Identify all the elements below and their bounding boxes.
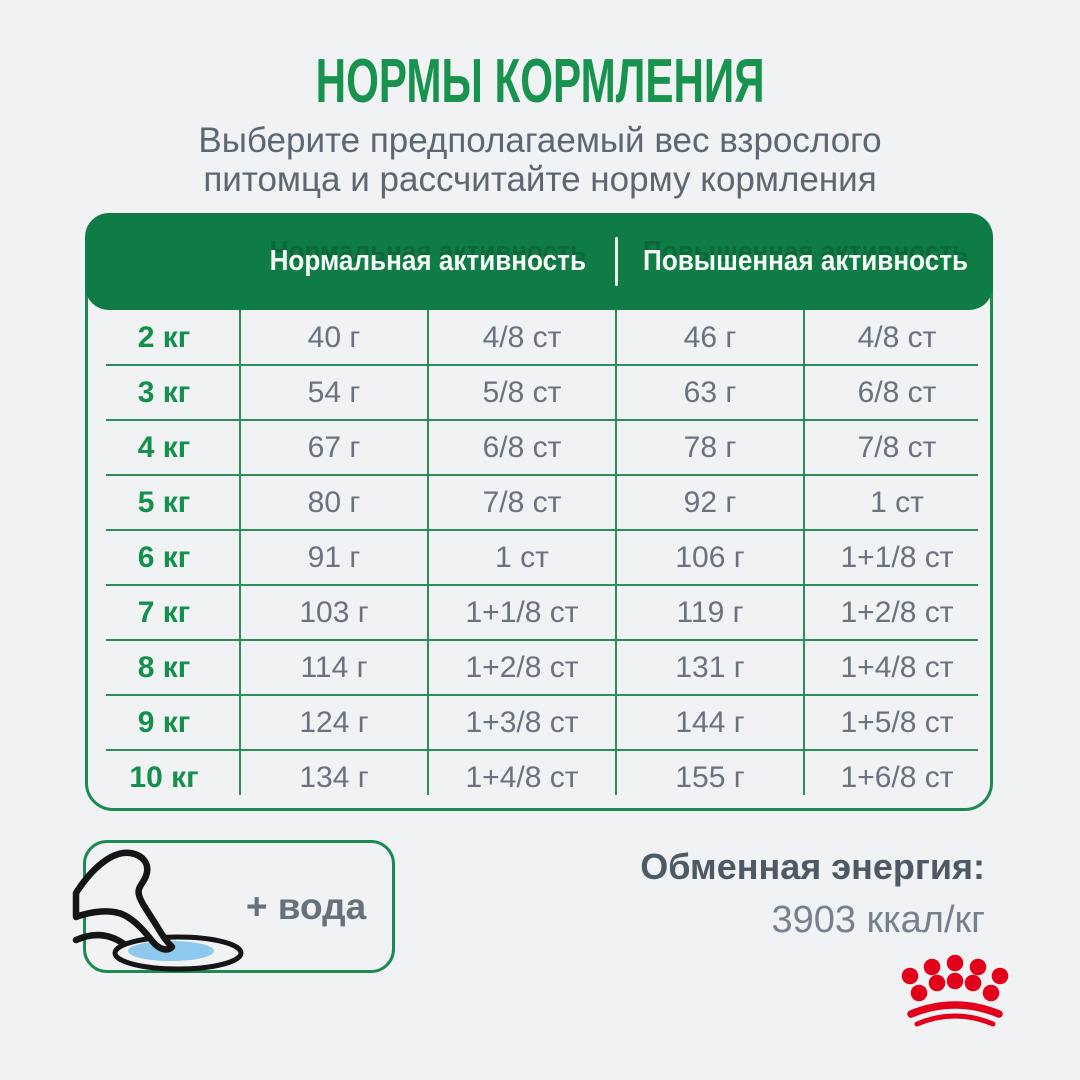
normal-grams-cell: 114 г: [239, 640, 428, 695]
table-row: 9 кг 124 г 1+3/8 ст 144 г 1+5/8 ст: [88, 694, 990, 750]
energy-info: Обменная энергия: 3903 ккал/кг: [640, 846, 985, 942]
water-label: + вода: [245, 885, 367, 927]
weight-cell: 3 кг: [137, 375, 191, 409]
normal-grams-cell: 40 г: [239, 310, 428, 365]
high-cups-cell: 4/8 ст: [803, 310, 990, 365]
high-cups-cell: 1+4/8 ст: [803, 640, 990, 695]
weight-cell: 10 кг: [129, 760, 199, 794]
normal-cups-cell: 1 ст: [427, 530, 616, 585]
high-cups-cell: 1+6/8 ст: [803, 750, 990, 805]
table-row: 4 кг 67 г 6/8 ст 78 г 7/8 ст: [88, 419, 990, 475]
royal-canin-crown-icon: [901, 954, 1009, 1027]
pet-drinking-icon: [72, 849, 244, 972]
normal-grams-cell: 54 г: [239, 365, 428, 420]
header-high-activity-label: Повышенная активность: [642, 245, 968, 277]
table-row: 7 кг 103 г 1+1/8 ст 119 г 1+2/8 ст: [88, 584, 990, 640]
normal-grams-cell: 103 г: [239, 585, 428, 640]
weight-cell: 2 кг: [137, 320, 191, 354]
pet-head-icon: [72, 849, 176, 953]
high-cups-cell: 1+5/8 ст: [803, 695, 990, 750]
page-title: НОРМЫ КОРМЛЕНИЯ: [0, 46, 1080, 117]
header-normal-activity: Нормальная активность: [240, 213, 616, 310]
high-cups-cell: 6/8 ст: [803, 365, 990, 420]
weight-cell: 6 кг: [137, 540, 191, 574]
pet-chest-icon: [72, 931, 128, 948]
table-body: 2 кг 40 г 4/8 ст 46 г 4/8 ст 3 кг 54 г 5/8 ст 63…: [88, 310, 990, 805]
normal-cups-cell: 4/8 ст: [427, 310, 616, 365]
weight-cell: 7 кг: [137, 595, 191, 629]
high-grams-cell: 63 г: [615, 365, 804, 420]
header-normal-activity-label: Нормальная активность: [269, 245, 587, 277]
high-grams-cell: 131 г: [615, 640, 804, 695]
normal-cups-cell: 1+2/8 ст: [427, 640, 616, 695]
table-header: Нормальная активность Повышенная активно…: [85, 213, 993, 310]
table-row: 2 кг 40 г 4/8 ст 46 г 4/8 ст: [88, 310, 990, 365]
normal-grams-cell: 80 г: [239, 475, 428, 530]
weight-cell: 9 кг: [137, 705, 191, 739]
normal-cups-cell: 1+3/8 ст: [427, 695, 616, 750]
high-grams-cell: 78 г: [615, 420, 804, 475]
high-grams-cell: 92 г: [615, 475, 804, 530]
high-grams-cell: 46 г: [615, 310, 804, 365]
high-grams-cell: 106 г: [615, 530, 804, 585]
high-cups-cell: 1 ст: [803, 475, 990, 530]
normal-cups-cell: 1+4/8 ст: [427, 750, 616, 805]
weight-cell: 4 кг: [137, 430, 191, 464]
subtitle-line-1: Выберите предполагаемый вес взрослого: [198, 121, 882, 160]
high-cups-cell: 1+1/8 ст: [803, 530, 990, 585]
header-high-activity: Повышенная активность: [618, 213, 993, 310]
high-cups-cell: 1+2/8 ст: [803, 585, 990, 640]
normal-cups-cell: 7/8 ст: [427, 475, 616, 530]
normal-grams-cell: 91 г: [239, 530, 428, 585]
header-divider: [615, 237, 618, 286]
normal-cups-cell: 6/8 ст: [427, 420, 616, 475]
page-title-text: НОРМЫ КОРМЛЕНИЯ: [315, 47, 765, 116]
high-grams-cell: 119 г: [615, 585, 804, 640]
subtitle-line-2: питомца и рассчитайте норму кормления: [203, 160, 877, 199]
energy-value: 3903 ккал/кг: [771, 899, 985, 941]
normal-cups-cell: 5/8 ст: [427, 365, 616, 420]
normal-grams-cell: 67 г: [239, 420, 428, 475]
normal-grams-cell: 124 г: [239, 695, 428, 750]
weight-cell: 8 кг: [137, 650, 191, 684]
normal-grams-cell: 134 г: [239, 750, 428, 805]
table-row: 8 кг 114 г 1+2/8 ст 131 г 1+4/8 ст: [88, 639, 990, 695]
table-row: 10 кг 134 г 1+4/8 ст 155 г 1+6/8 ст: [88, 749, 990, 805]
table-row: 3 кг 54 г 5/8 ст 63 г 6/8 ст: [88, 364, 990, 420]
high-grams-cell: 155 г: [615, 750, 804, 805]
energy-label: Обменная энергия:: [640, 846, 985, 887]
water-box: + вода: [72, 840, 395, 973]
high-grams-cell: 144 г: [615, 695, 804, 750]
feeding-table: Нормальная активность Повышенная активно…: [85, 213, 993, 811]
normal-cups-cell: 1+1/8 ст: [427, 585, 616, 640]
high-cups-cell: 7/8 ст: [803, 420, 990, 475]
weight-cell: 5 кг: [137, 485, 191, 519]
subtitle: Выберите предполагаемый вес взрослого пи…: [0, 121, 1080, 199]
